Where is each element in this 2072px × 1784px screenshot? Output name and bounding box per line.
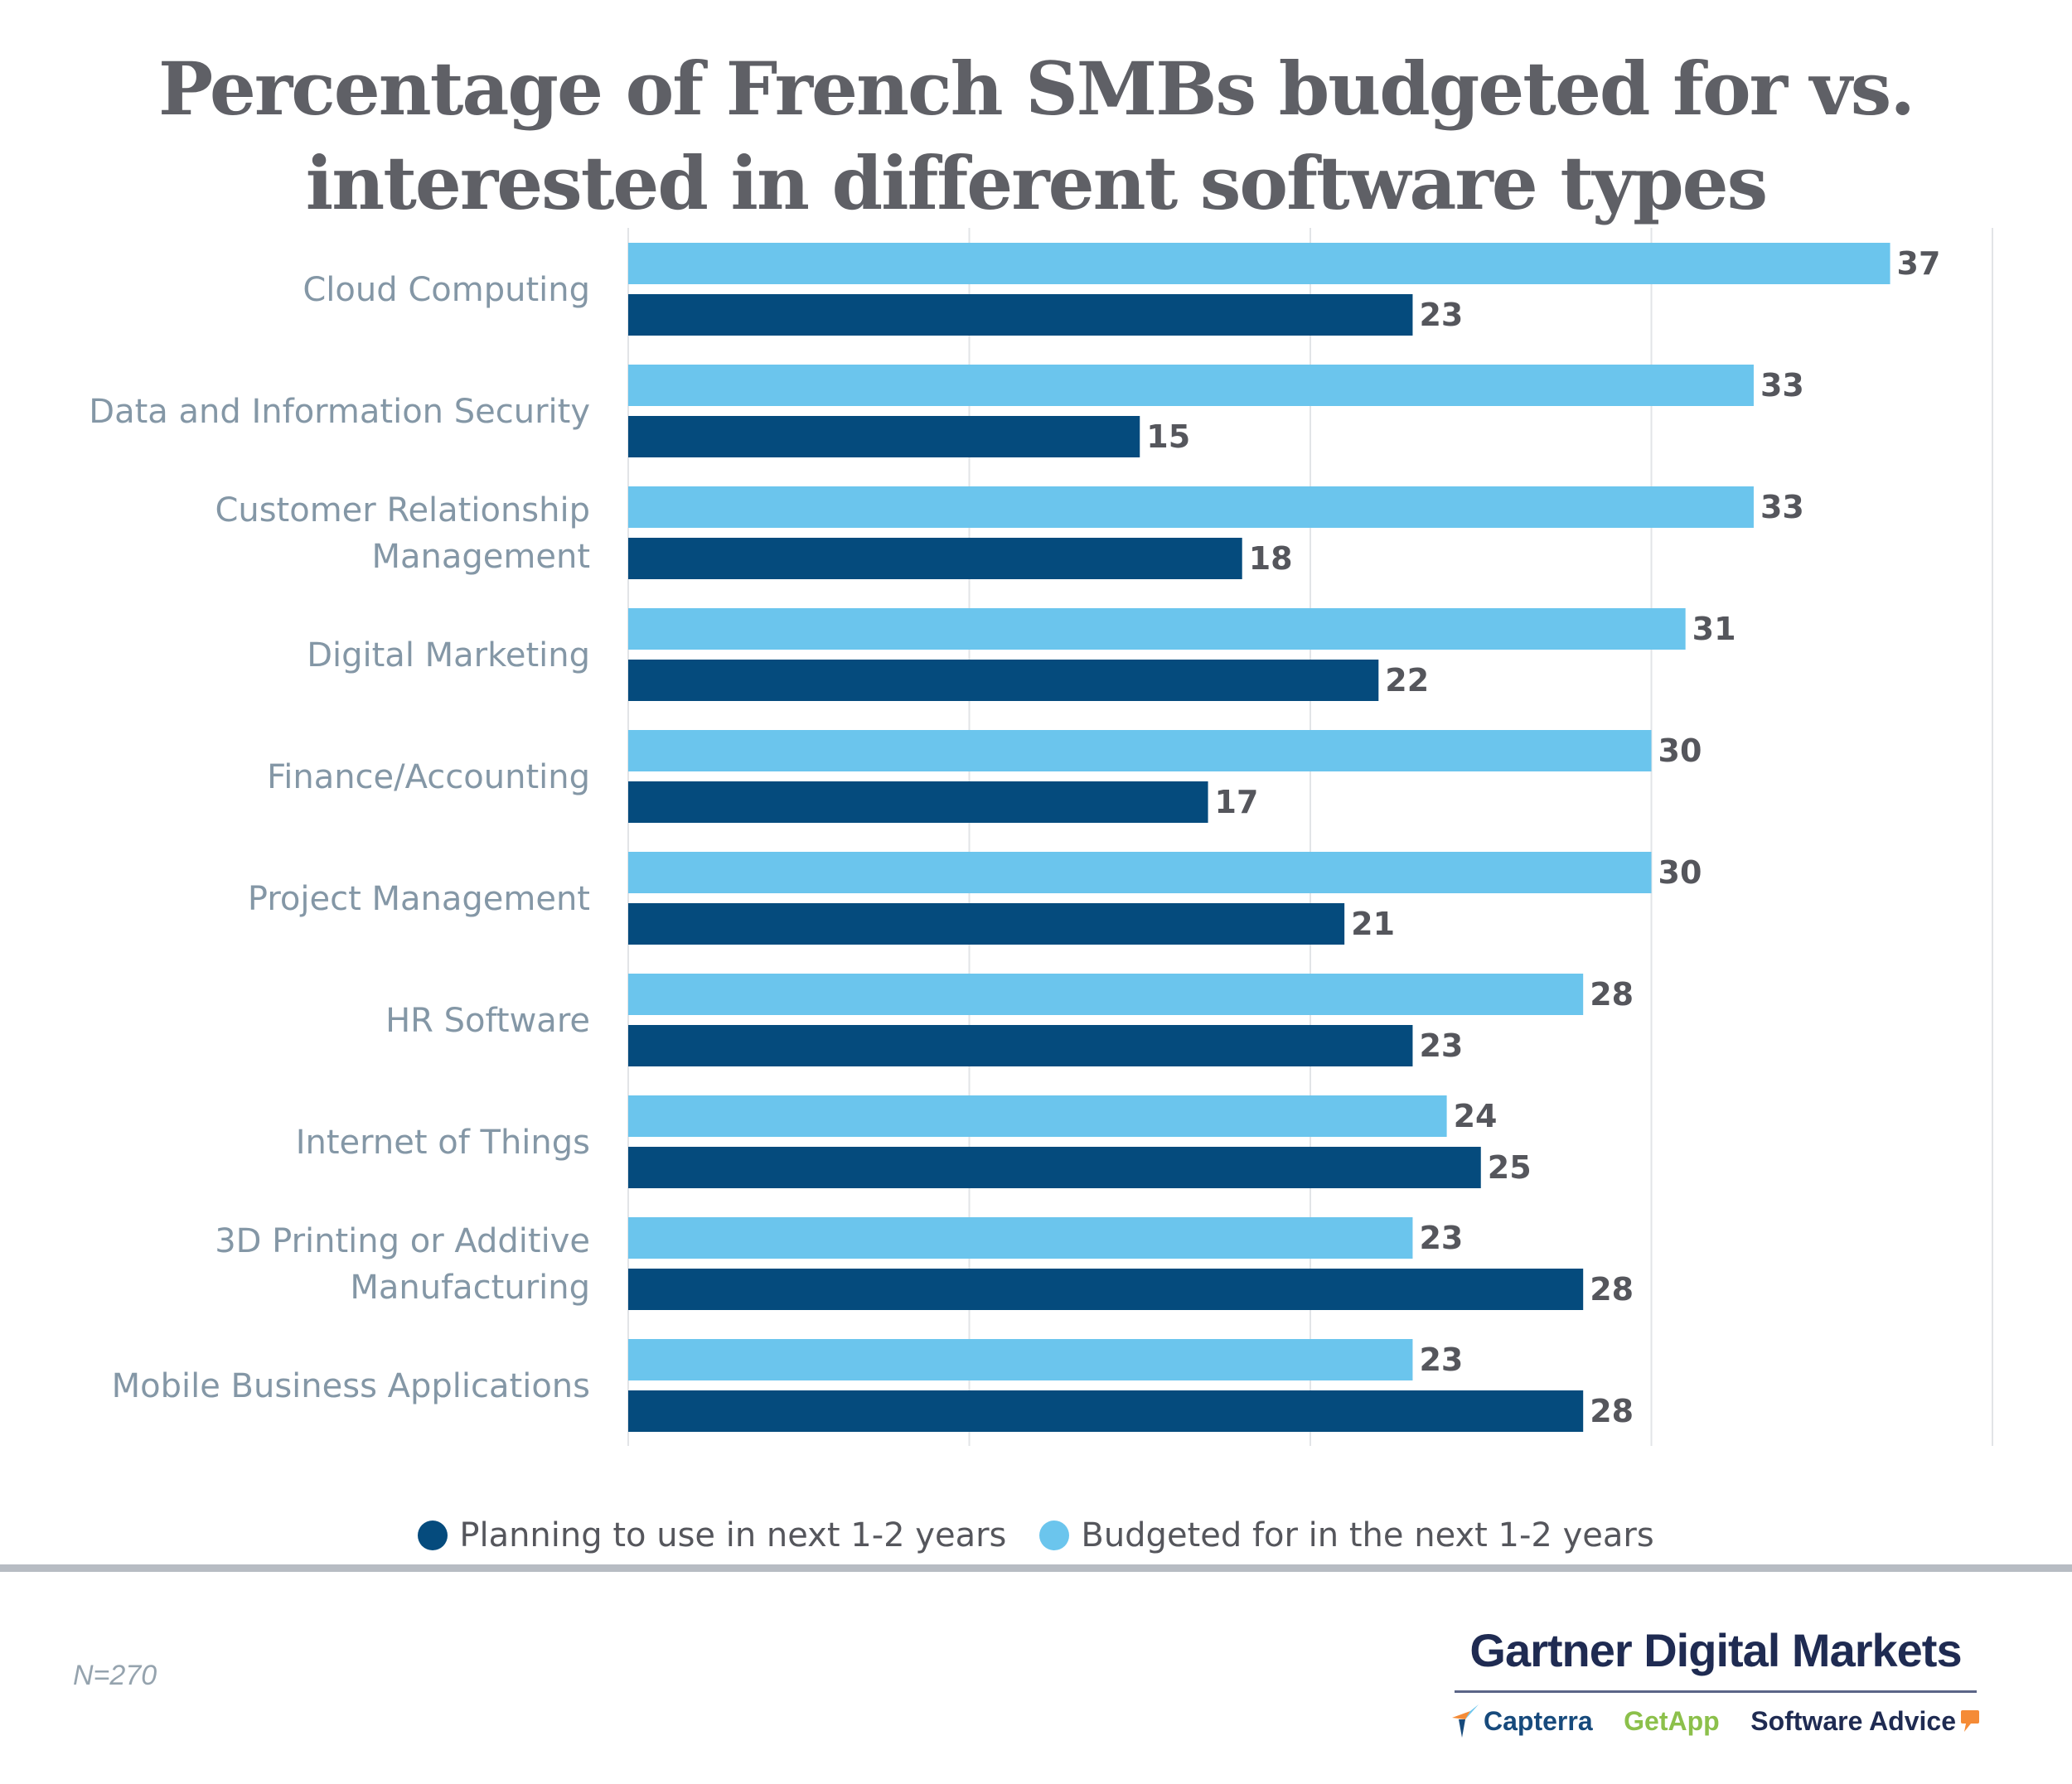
category-label-9: Mobile Business Applications (112, 1367, 590, 1405)
legend-swatch-budgeted (1039, 1521, 1070, 1550)
software-advice-logo: Software Advice (1750, 1706, 1981, 1737)
bar-planning-1 (628, 416, 1140, 457)
category-label-3: Digital Marketing (307, 636, 590, 674)
category-label-4: Finance/Accounting (267, 758, 590, 796)
value-label-budgeted-1: 33 (1760, 367, 1804, 404)
legend-label-budgeted: Budgeted for in the next 1-2 years (1081, 1516, 1654, 1554)
bar-chart: 37 23 Cloud Computing 33 15 Data and Informat… (89, 228, 1993, 1446)
value-label-planning-0: 23 (1419, 297, 1463, 333)
bar-planning-5 (628, 903, 1345, 945)
category-label-2: Customer Relationship Management (215, 491, 590, 576)
value-label-planning-3: 22 (1385, 662, 1429, 699)
bar-budgeted-7 (628, 1095, 1447, 1137)
bar-budgeted-8 (628, 1217, 1413, 1259)
bar-planning-0 (628, 294, 1413, 336)
capterra-arrow-icon (1452, 1704, 1479, 1738)
bar-planning-2 (628, 538, 1242, 579)
gartner-digital-markets-logo: Gartner Digital Markets (1469, 1624, 1962, 1676)
category-label-8: 3D Printing or Additive Manufacturing (215, 1222, 590, 1307)
capterra-logo: Capterra (1450, 1703, 1593, 1739)
value-label-planning-5: 21 (1351, 906, 1395, 942)
legend-label-planning: Planning to use in next 1-2 years (459, 1516, 1007, 1554)
value-label-planning-1: 15 (1146, 418, 1190, 455)
value-label-budgeted-5: 30 (1658, 854, 1702, 891)
bar-planning-3 (628, 660, 1379, 701)
chart-title-line-2: interested in different software types (305, 140, 1768, 226)
bar-budgeted-5 (628, 852, 1652, 893)
bar-budgeted-2 (628, 486, 1754, 528)
category-label-7: Internet of Things (296, 1124, 590, 1162)
value-label-planning-6: 23 (1419, 1027, 1463, 1064)
bar-planning-7 (628, 1147, 1481, 1188)
legend-item-budgeted: Budgeted for in the next 1-2 years (1039, 1516, 1654, 1554)
value-label-planning-4: 17 (1215, 784, 1259, 820)
bar-planning-8 (628, 1269, 1584, 1310)
category-label-5: Project Management (248, 880, 590, 918)
chart-title-line-1: Percentage of French SMBs budgeted for v… (158, 46, 1915, 132)
legend-item-planning: Planning to use in next 1-2 years (418, 1516, 1006, 1554)
brand-sub-logos: Capterra GetApp Software Advice (1442, 1703, 1989, 1739)
value-label-budgeted-4: 30 (1658, 732, 1702, 769)
value-label-budgeted-6: 28 (1590, 976, 1634, 1013)
legend-swatch-planning (418, 1521, 448, 1550)
category-label-1: Data and Information Security (89, 393, 590, 431)
value-label-budgeted-8: 23 (1419, 1220, 1463, 1256)
bar-budgeted-1 (628, 365, 1754, 406)
sample-size-note: N=270 (73, 1660, 157, 1691)
chart-legend: Planning to use in next 1-2 years Budget… (0, 1516, 2072, 1554)
bar-budgeted-3 (628, 608, 1686, 650)
value-label-budgeted-0: 37 (1897, 245, 1941, 282)
value-label-planning-8: 28 (1590, 1271, 1634, 1308)
value-label-budgeted-7: 24 (1454, 1098, 1498, 1134)
bar-planning-6 (628, 1025, 1413, 1066)
bar-planning-4 (628, 781, 1208, 823)
footer-divider (0, 1564, 2072, 1572)
value-label-planning-7: 25 (1488, 1149, 1532, 1186)
brand-block: Gartner Digital Markets Capterra GetApp … (1442, 1624, 1989, 1739)
chart-title: Percentage of French SMBs budgeted for v… (0, 41, 2072, 230)
bar-planning-9 (628, 1390, 1584, 1432)
bar-budgeted-0 (628, 243, 1890, 284)
bar-budgeted-6 (628, 974, 1584, 1015)
getapp-logo: GetApp (1624, 1705, 1720, 1736)
value-label-planning-2: 18 (1249, 540, 1293, 577)
value-label-planning-9: 28 (1590, 1393, 1634, 1429)
value-label-budgeted-9: 23 (1419, 1342, 1463, 1378)
speech-bubble-icon (1961, 1710, 1979, 1732)
category-label-0: Cloud Computing (303, 271, 590, 309)
category-label-6: HR Software (385, 1002, 590, 1040)
bar-budgeted-9 (628, 1339, 1413, 1380)
bar-budgeted-4 (628, 730, 1652, 771)
value-label-budgeted-2: 33 (1760, 489, 1804, 525)
value-label-budgeted-3: 31 (1692, 611, 1736, 647)
brand-divider (1455, 1690, 1977, 1693)
